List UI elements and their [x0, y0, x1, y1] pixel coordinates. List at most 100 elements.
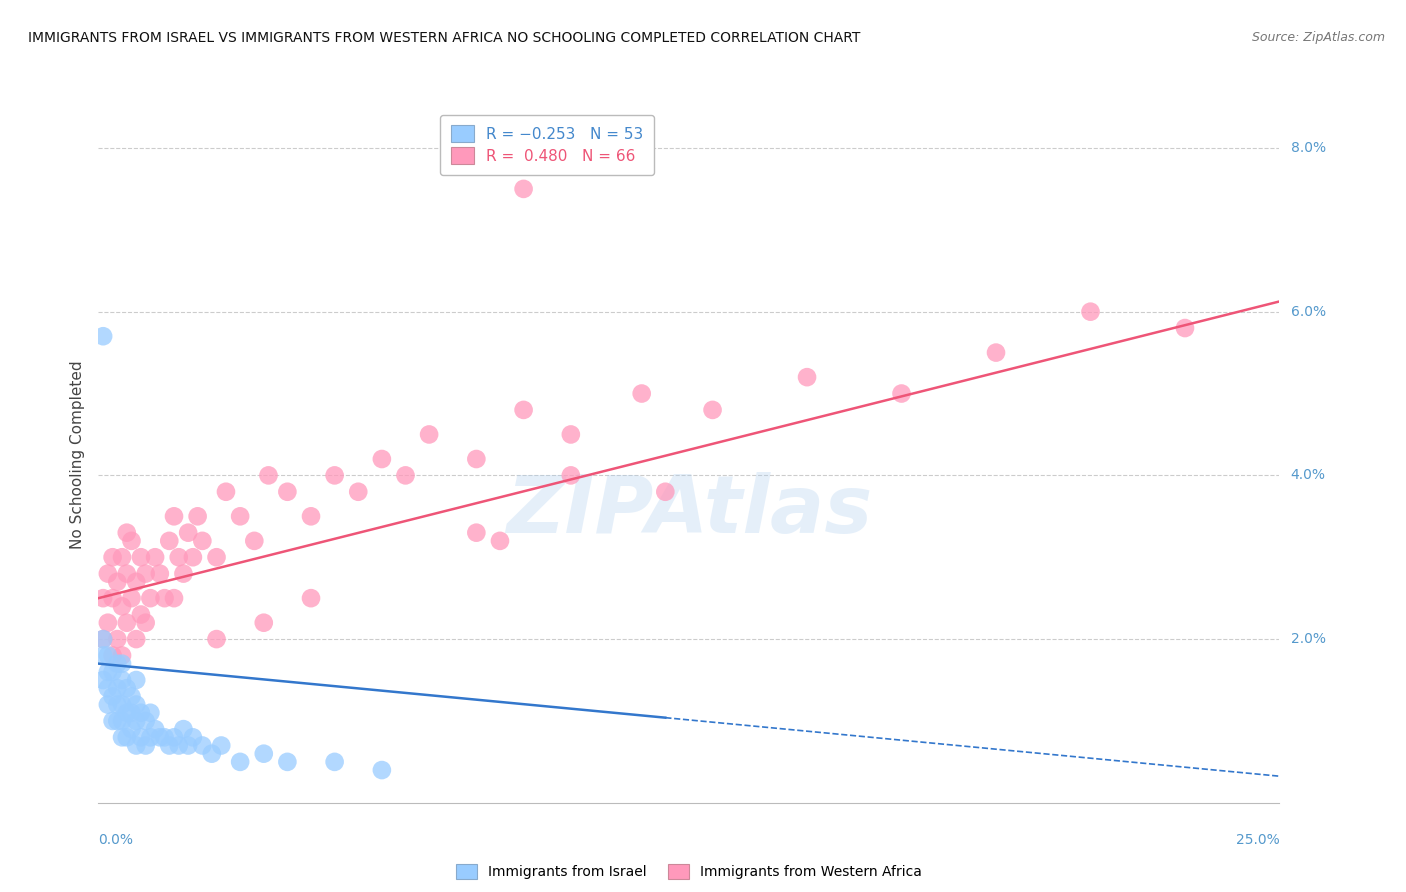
Point [172, 566, 194, 581]
Text: 25.0%: 25.0% [1236, 833, 1279, 847]
Point [91, 632, 114, 646]
Point [299, 591, 322, 606]
Point [512, 403, 534, 417]
Point [101, 714, 124, 728]
Point [105, 714, 128, 728]
Point [157, 739, 180, 753]
Point [167, 550, 190, 565]
Text: 2.0%: 2.0% [1291, 632, 1326, 646]
Point [101, 550, 124, 565]
Point [91, 648, 114, 663]
Point [276, 755, 298, 769]
Point [139, 731, 162, 745]
Point [201, 747, 224, 761]
Point [418, 427, 440, 442]
Point [111, 698, 134, 712]
Point [205, 550, 228, 565]
Point [984, 345, 1007, 359]
Point [257, 468, 280, 483]
Point [91, 591, 114, 606]
Point [153, 591, 176, 606]
Text: IMMIGRANTS FROM ISRAEL VS IMMIGRANTS FROM WESTERN AFRICA NO SCHOOLING COMPLETED : IMMIGRANTS FROM ISRAEL VS IMMIGRANTS FRO… [28, 31, 860, 45]
Point [101, 690, 124, 704]
Point [177, 525, 200, 540]
Point [105, 632, 128, 646]
Point [101, 648, 124, 663]
Text: 8.0%: 8.0% [1291, 141, 1326, 155]
Point [191, 739, 214, 753]
Point [121, 722, 143, 736]
Point [111, 648, 134, 663]
Point [890, 386, 912, 401]
Point [105, 574, 128, 589]
Point [97, 615, 120, 630]
Point [135, 566, 157, 581]
Point [630, 386, 652, 401]
Point [97, 648, 120, 663]
Point [105, 657, 128, 671]
Point [111, 731, 134, 745]
Point [115, 566, 138, 581]
Point [97, 681, 120, 696]
Point [181, 731, 204, 745]
Point [125, 739, 148, 753]
Point [465, 452, 488, 467]
Point [135, 615, 157, 630]
Point [560, 427, 582, 442]
Point [371, 763, 394, 777]
Point [129, 607, 152, 622]
Point [111, 673, 134, 687]
Point [115, 706, 138, 720]
Point [121, 690, 143, 704]
Point [163, 509, 186, 524]
Point [465, 525, 488, 540]
Point [101, 591, 124, 606]
Point [191, 533, 214, 548]
Point [135, 714, 157, 728]
Point [135, 739, 157, 753]
Point [229, 755, 252, 769]
Point [129, 731, 152, 745]
Point [1174, 321, 1197, 335]
Point [489, 533, 512, 548]
Point [125, 698, 148, 712]
Point [209, 739, 232, 753]
Point [125, 714, 148, 728]
Point [105, 698, 128, 712]
Point [129, 550, 152, 565]
Text: 0.0%: 0.0% [98, 833, 134, 847]
Point [121, 591, 143, 606]
Point [177, 739, 200, 753]
Point [129, 706, 152, 720]
Point [654, 484, 676, 499]
Point [91, 329, 114, 343]
Point [1080, 304, 1102, 318]
Point [139, 706, 162, 720]
Point [115, 681, 138, 696]
Point [115, 731, 138, 745]
Point [115, 615, 138, 630]
Point [143, 550, 166, 565]
Point [125, 673, 148, 687]
Point [139, 591, 162, 606]
Point [253, 615, 276, 630]
Point [101, 665, 124, 679]
Point [125, 574, 148, 589]
Y-axis label: No Schooling Completed: No Schooling Completed [70, 360, 86, 549]
Point [97, 665, 120, 679]
Point [105, 681, 128, 696]
Point [91, 632, 114, 646]
Point [187, 509, 209, 524]
Point [323, 755, 346, 769]
Point [125, 632, 148, 646]
Point [91, 673, 114, 687]
Text: Source: ZipAtlas.com: Source: ZipAtlas.com [1251, 31, 1385, 45]
Point [512, 182, 534, 196]
Point [157, 533, 180, 548]
Point [111, 550, 134, 565]
Point [394, 468, 416, 483]
Point [181, 550, 204, 565]
Point [253, 747, 276, 761]
Point [172, 722, 194, 736]
Point [111, 714, 134, 728]
